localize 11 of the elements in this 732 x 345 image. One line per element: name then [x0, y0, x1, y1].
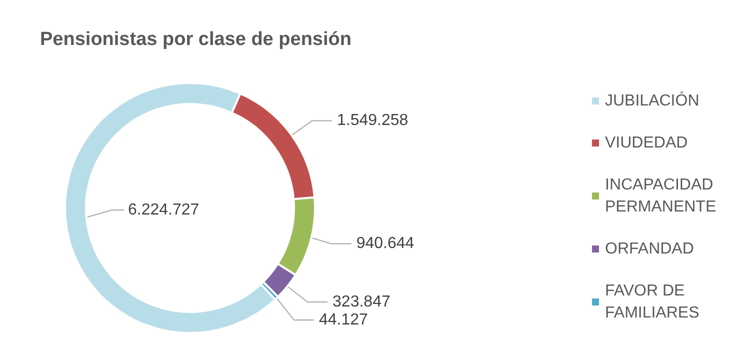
data-label: 44.127 [318, 312, 368, 329]
legend-label: VIUDEDAD [605, 134, 688, 152]
data-label: 1.549.258 [337, 112, 408, 130]
legend-label: ORFANDAD [605, 240, 694, 258]
data-label: 323.847 [332, 294, 390, 311]
legend-label: INCAPACIDAD PERMANENTE [605, 176, 718, 216]
data-label: 940.644 [356, 235, 414, 252]
legend-label: FAVOR DE FAMILIARES [605, 282, 700, 322]
chart-title: Pensionistas por clase de pensión [40, 29, 352, 50]
legend-label: JUBILACIÓN [605, 92, 700, 110]
data-label: 6.224.727 [128, 202, 200, 218]
